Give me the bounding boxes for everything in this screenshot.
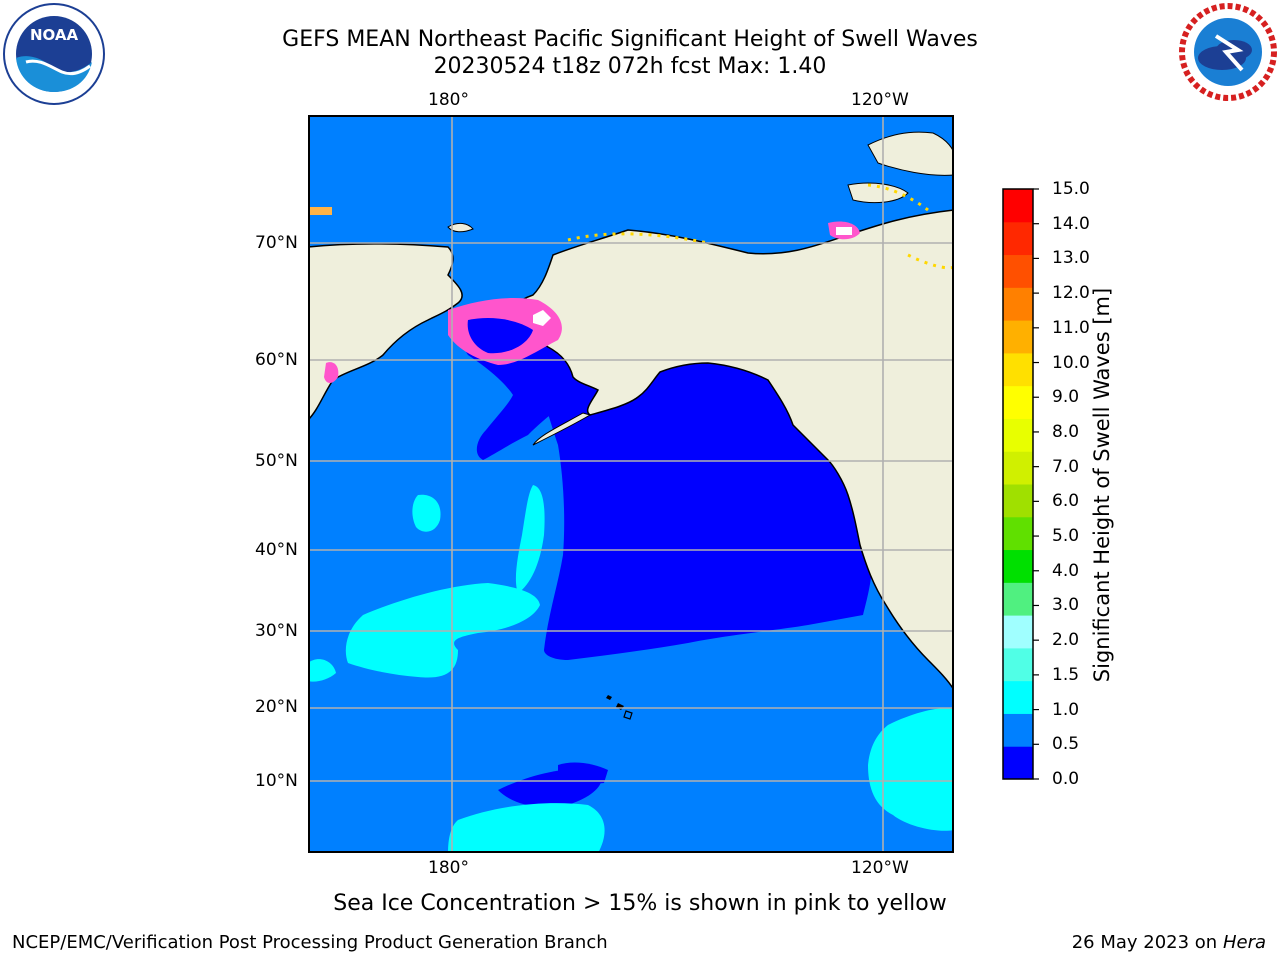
colorbar-border xyxy=(1002,188,1034,780)
colorbar-tick-label: 11.0 xyxy=(1052,317,1090,338)
colorbar-tick-label: 12.0 xyxy=(1052,283,1090,304)
lon-label-bottom-120w: 120°W xyxy=(851,858,909,878)
lat-label-10n: 10°N xyxy=(255,771,298,791)
colorbar-tick-label: 9.0 xyxy=(1052,387,1080,408)
colorbar-segment xyxy=(1003,254,1033,288)
map-border xyxy=(308,115,954,853)
lat-label-40n: 40°N xyxy=(255,540,298,560)
colorbar-tick-label: 13.0 xyxy=(1052,248,1090,269)
colorbar-segment xyxy=(1003,189,1033,223)
sea-ice-norton-white xyxy=(533,310,551,326)
nws-logo-icon xyxy=(1178,2,1278,102)
colorbar-tick-label: 1.0 xyxy=(1052,699,1080,720)
colorbar-tick-label: 8.0 xyxy=(1052,421,1080,442)
colorbar-segment xyxy=(1003,451,1033,485)
colorbar-tick-label: 14.0 xyxy=(1052,213,1090,234)
lat-label-50n: 50°N xyxy=(255,451,298,471)
colorbar-segment xyxy=(1003,713,1033,747)
lat-label-70n: 70°N xyxy=(255,233,298,253)
colorbar-segment xyxy=(1003,484,1033,518)
colorbar-segment xyxy=(1003,582,1033,616)
colorbar-tick-label: 6.0 xyxy=(1052,491,1080,512)
land-arctic-islands xyxy=(867,131,954,176)
ocean-high-streak xyxy=(515,485,545,593)
footer-date: 26 May 2023 on Hera xyxy=(1072,932,1266,953)
colorbar-segment xyxy=(1003,647,1033,682)
colorbar-tick-label: 2.0 xyxy=(1052,630,1080,651)
ocean-low-north-coast xyxy=(648,363,788,445)
colorbar xyxy=(1002,188,1039,780)
colorbar-tick-label: 10.0 xyxy=(1052,352,1090,373)
ocean-low-strip2 xyxy=(558,762,608,784)
chart-title: GEFS MEAN Northeast Pacific Significant … xyxy=(282,27,978,52)
lon-label-top-120w: 120°W xyxy=(851,90,909,110)
footer-credit: NCEP/EMC/Verification Post Processing Pr… xyxy=(12,932,608,953)
lat-label-20n: 20°N xyxy=(255,697,298,717)
chart-subtitle: 20230524 t18z 072h fcst Max: 1.40 xyxy=(433,54,827,79)
ocean-high-west-edge xyxy=(308,659,336,682)
ocean-high-southeast xyxy=(868,708,954,831)
colorbar-tick-label: 4.0 xyxy=(1052,560,1080,581)
land-alaska-peninsula xyxy=(532,412,592,446)
noaa-logo-icon: NOAA xyxy=(3,3,105,105)
colorbar-tick-label: 7.0 xyxy=(1052,456,1080,477)
colorbar-segment xyxy=(1003,320,1033,354)
footer-date-text: 26 May 2023 on xyxy=(1071,932,1218,953)
colorbar-segment xyxy=(1003,549,1033,583)
colorbar-segment xyxy=(1003,221,1033,256)
lat-label-30n: 30°N xyxy=(255,621,298,641)
graticule xyxy=(308,115,954,853)
colorbar-segment xyxy=(1003,287,1033,321)
swell-height-map xyxy=(308,115,954,853)
sea-ice-bering-core xyxy=(467,318,533,354)
sea-ice-note: Sea Ice Concentration > 15% is shown in … xyxy=(333,891,947,916)
land-arctic-island-2 xyxy=(847,182,909,204)
colorbar-title: Significant Height of Swell Waves [m] xyxy=(1090,287,1114,683)
colorbar-segment xyxy=(1003,680,1033,714)
colorbar-segment xyxy=(1003,746,1033,780)
colorbar-tick-label: 0.0 xyxy=(1052,769,1080,789)
ocean-high-island xyxy=(412,494,441,532)
colorbar-tick-label: 1.5 xyxy=(1052,664,1080,685)
colorbar-tick-label: 5.0 xyxy=(1052,526,1080,547)
colorbar-tick-label: 0.5 xyxy=(1052,734,1080,755)
noaa-logo-text: NOAA xyxy=(30,26,79,44)
colorbar-tick-label: 3.0 xyxy=(1052,595,1080,616)
sea-ice-kamchatka xyxy=(324,362,339,383)
colorbar-tick-label: 15.0 xyxy=(1052,179,1090,199)
colorbar-segment xyxy=(1003,516,1033,551)
footer-host: Hera xyxy=(1222,932,1266,953)
ocean-high-south xyxy=(448,803,605,853)
lon-label-bottom-180: 180° xyxy=(428,858,469,878)
ocean-low-gulf-of-alaska xyxy=(538,364,873,660)
lon-label-top-180: 180° xyxy=(428,90,469,110)
colorbar-segment xyxy=(1003,615,1033,649)
land-wrangel xyxy=(447,222,474,233)
colorbar-segment xyxy=(1003,385,1033,419)
sea-ice-yellow-west xyxy=(310,207,332,215)
land-hawaii xyxy=(596,690,624,710)
colorbar-segment xyxy=(1003,352,1033,387)
land-hawaii-big xyxy=(623,710,633,720)
lat-label-60n: 60°N xyxy=(255,350,298,370)
sea-ice-arctic-patch-white xyxy=(836,227,852,235)
colorbar-segment xyxy=(1003,418,1033,452)
